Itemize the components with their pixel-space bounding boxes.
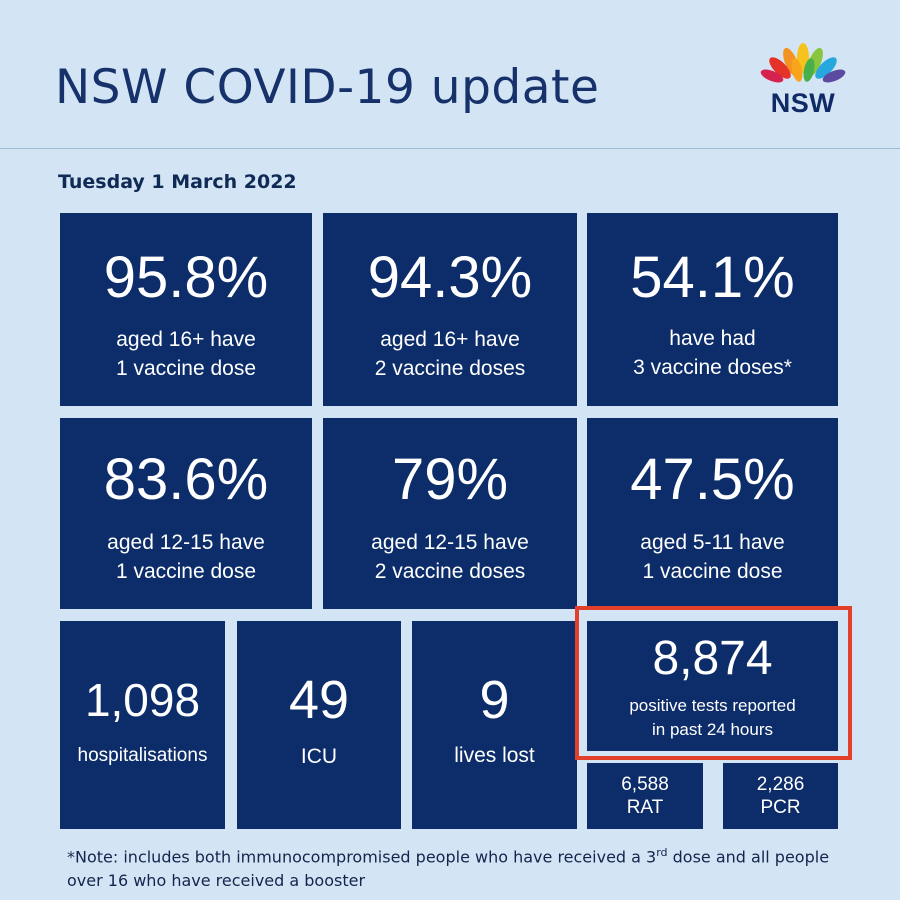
tile-value: 95.8%	[103, 245, 269, 310]
hospitalisations-tile: 1,098 hospitalisations	[60, 621, 225, 829]
waratah-icon	[760, 43, 846, 83]
nsw-logo: NSW	[760, 40, 846, 124]
vaccine-tile-16-dose2: 94.3% aged 16+ have 2 vaccine doses	[323, 213, 577, 406]
pcr-tile: 2,286 PCR	[723, 763, 838, 829]
tile-label: aged 16+ have 1 vaccine dose	[115, 328, 257, 380]
vaccine-tile-5-11-dose1: 47.5% aged 5-11 have 1 vaccine dose	[587, 418, 838, 609]
tile-label: have had 3 vaccine doses*	[633, 327, 792, 379]
tile-label: 6,588 RAT	[621, 774, 669, 818]
positive-tests-highlight	[575, 606, 852, 760]
tile-value: 94.3%	[367, 245, 533, 310]
tile-label: aged 12-15 have 2 vaccine doses	[371, 531, 529, 583]
positive-tests-tile: 8,874 positive tests reported in past 24…	[587, 621, 838, 751]
deaths-tile: 9 lives lost	[412, 621, 577, 829]
tile-value: 1,098	[84, 674, 201, 726]
page-title: NSW COVID-19 update	[55, 60, 600, 115]
tile-value: 83.6%	[103, 447, 269, 512]
tile-label: ICU	[300, 745, 338, 768]
tile-label: aged 5-11 have 1 vaccine dose	[640, 531, 785, 583]
vaccine-tile-12-15-dose2: 79% aged 12-15 have 2 vaccine doses	[323, 418, 577, 609]
tile-label: lives lost	[454, 744, 535, 767]
nsw-logo-text: NSW	[770, 88, 836, 118]
tile-label: aged 16+ have 2 vaccine doses	[374, 328, 526, 380]
tile-value: 9	[479, 670, 510, 730]
tile-label: aged 12-15 have 1 vaccine dose	[107, 531, 265, 583]
tile-label: positive tests reported in past 24 hours	[629, 696, 796, 739]
tile-label: 2,286 PCR	[756, 774, 805, 818]
vaccine-tile-16-dose1: 95.8% aged 16+ have 1 vaccine dose	[60, 213, 312, 406]
tile-value: 79%	[391, 447, 509, 512]
tile-label: hospitalisations	[77, 745, 208, 766]
vaccine-tile-12-15-dose1: 83.6% aged 12-15 have 1 vaccine dose	[60, 418, 312, 609]
vaccine-tile-3-doses: 54.1% have had 3 vaccine doses*	[587, 213, 838, 406]
tile-value: 54.1%	[630, 245, 795, 310]
tile-value: 49	[288, 670, 350, 730]
tile-value: 8,874	[652, 632, 773, 685]
report-date: Tuesday 1 March 2022	[58, 171, 297, 193]
rat-tile: 6,588 RAT	[587, 763, 703, 829]
tile-value: 47.5%	[630, 447, 795, 512]
icu-tile: 49 ICU	[237, 621, 401, 829]
footnote: *Note: includes both immunocompromised p…	[67, 846, 830, 891]
header-divider	[0, 148, 900, 149]
